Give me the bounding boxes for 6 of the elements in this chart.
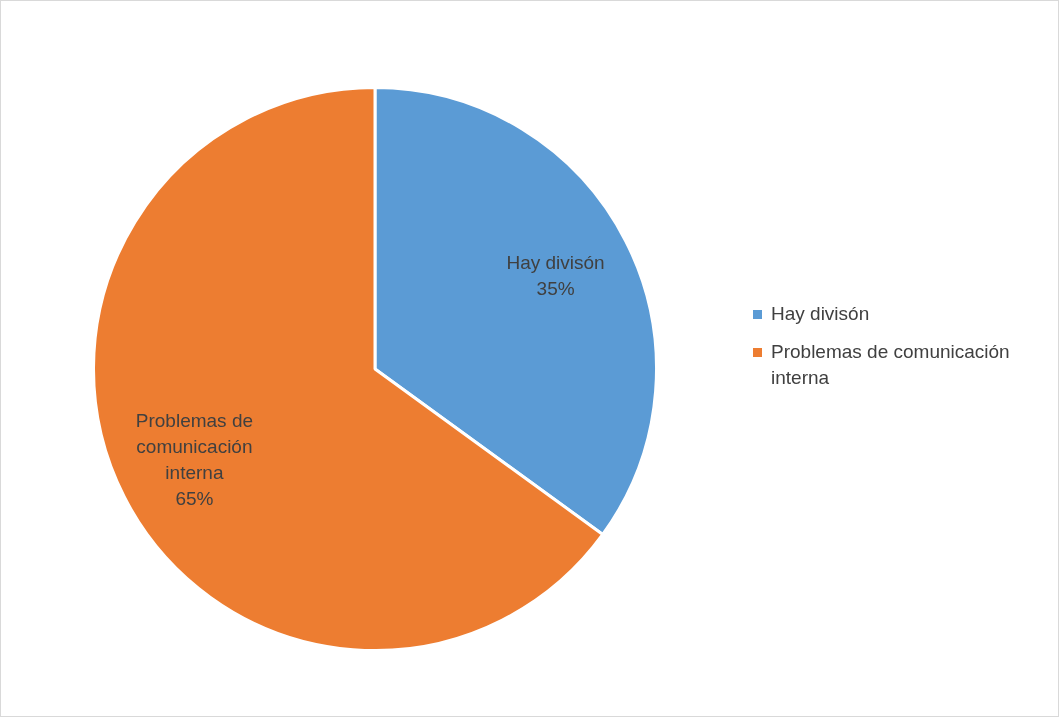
data-label: 35%: [536, 278, 575, 300]
legend-label: Hay divisón: [771, 302, 870, 326]
data-label: 65%: [175, 488, 214, 510]
legend-label: Problemas de comunicación interna: [771, 340, 1011, 390]
slice-label: Problemas de comunicación interna: [135, 410, 254, 484]
slice-label: Hay divisón: [506, 252, 605, 274]
